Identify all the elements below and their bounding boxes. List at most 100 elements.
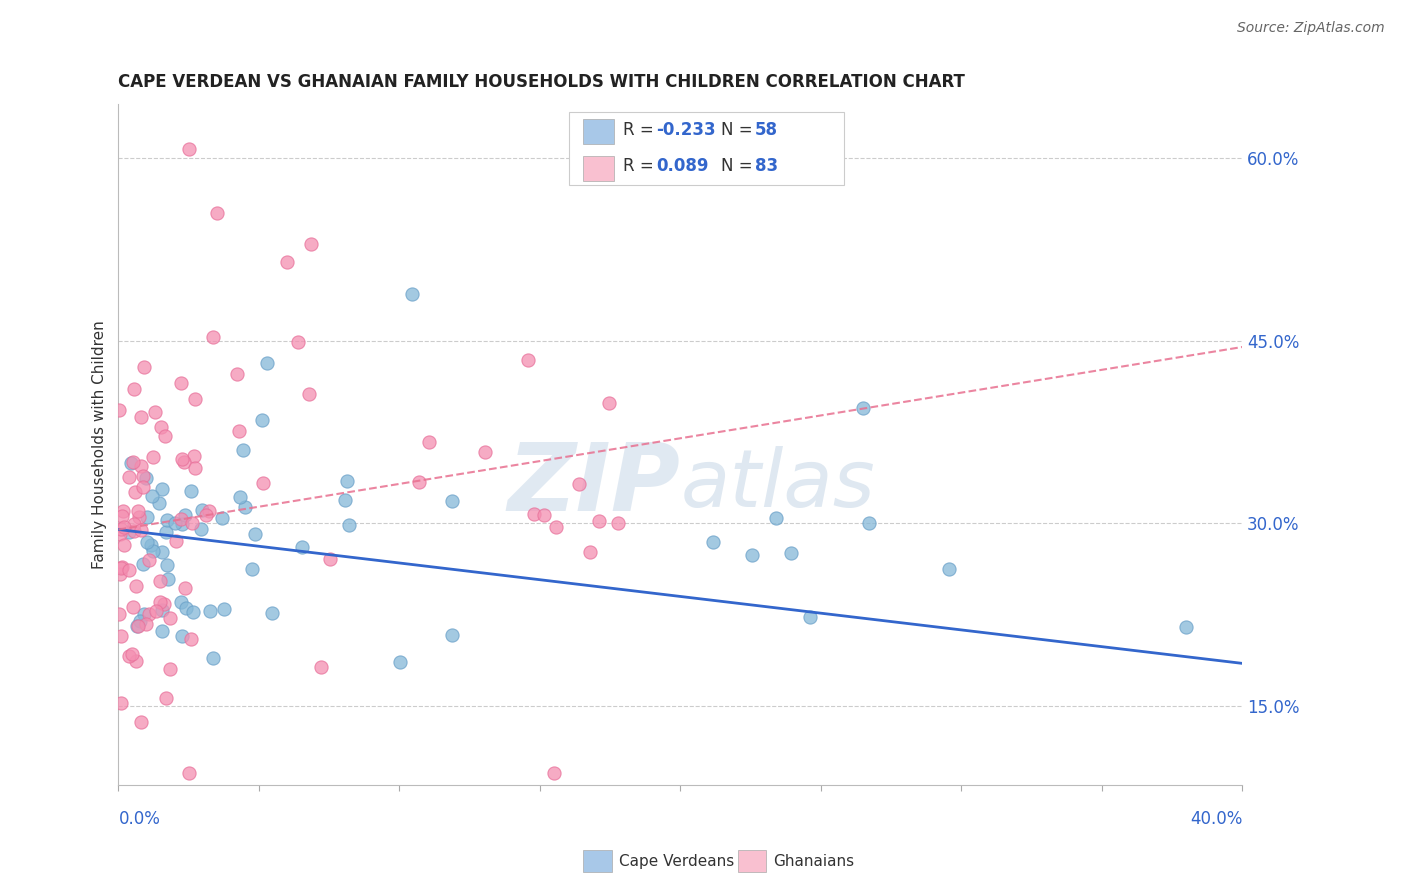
Point [190,522,212,536]
Point [252,476,274,491]
Point [150,624,173,638]
Point [298,387,321,401]
Point [191,503,214,517]
Point [333,493,356,508]
Point [156,558,179,572]
Point [134,359,156,374]
Text: Ghanaians: Ghanaians [773,855,855,869]
Text: N =: N = [721,120,758,139]
Point [141,538,163,552]
Point [180,632,202,647]
Point [152,597,174,611]
Point [172,517,194,532]
Point [440,494,463,508]
Point [125,579,148,593]
Point [121,600,143,615]
Point [523,507,546,521]
Point [135,471,157,485]
Point [149,595,172,609]
Point [155,691,177,706]
Point [233,500,256,514]
Text: Source: ZipAtlas.com: Source: ZipAtlas.com [1237,21,1385,35]
Point [170,451,193,466]
Point [138,553,160,567]
Point [131,715,153,730]
Text: 83: 83 [755,157,778,176]
Point [779,546,801,560]
Point [149,574,172,589]
Point [184,392,207,406]
Point [183,461,205,475]
Point [108,607,131,622]
Point [256,356,278,370]
Point [111,559,134,574]
Point [181,605,204,619]
Point [229,490,252,504]
Point [132,468,155,483]
Point [152,603,174,617]
Point [579,545,602,559]
Point [198,504,221,518]
Point [568,476,591,491]
Text: 0.089: 0.089 [657,157,709,176]
Point [319,552,342,566]
Point [129,614,152,628]
Point [129,410,152,425]
Point [143,405,166,419]
Point [299,236,322,251]
Point [110,696,132,710]
Point [132,558,155,572]
Text: R =: R = [623,120,659,139]
Text: atlas: atlas [681,446,875,524]
Point [174,601,197,615]
Point [118,470,141,484]
Point [169,376,191,391]
Text: ZIP: ZIP [508,439,681,532]
Point [181,516,204,531]
Point [517,353,540,368]
Point [211,511,233,525]
Point [546,520,568,534]
Point [533,508,555,522]
Point [173,582,195,596]
Point [121,647,143,661]
Point [128,509,150,524]
Point [163,516,186,530]
Point [441,628,464,642]
Point [205,206,228,220]
Point [198,604,221,618]
Point [142,544,165,558]
Point [110,629,132,643]
Point [108,402,131,417]
Point [195,508,218,522]
Point [110,567,132,582]
Point [858,516,880,530]
Text: 40.0%: 40.0% [1189,810,1243,828]
Point [112,520,135,534]
Point [260,606,283,620]
Point [702,535,724,549]
Point [142,450,165,465]
Point [153,429,176,443]
Point [588,514,610,528]
Point [852,401,875,415]
Point [134,607,156,622]
Point [125,618,148,632]
Point [172,629,194,643]
Point [474,445,496,459]
Point [132,480,155,494]
Point [150,482,173,496]
Text: -0.233: -0.233 [657,120,716,139]
Point [141,489,163,503]
Point [122,382,145,396]
Point [212,602,235,616]
Point [125,654,148,668]
Text: 0.0%: 0.0% [118,810,160,828]
Point [155,525,177,540]
Point [110,522,132,536]
Point [799,610,821,624]
Point [174,508,197,522]
Point [159,662,181,676]
Point [118,648,141,663]
Point [765,511,787,525]
